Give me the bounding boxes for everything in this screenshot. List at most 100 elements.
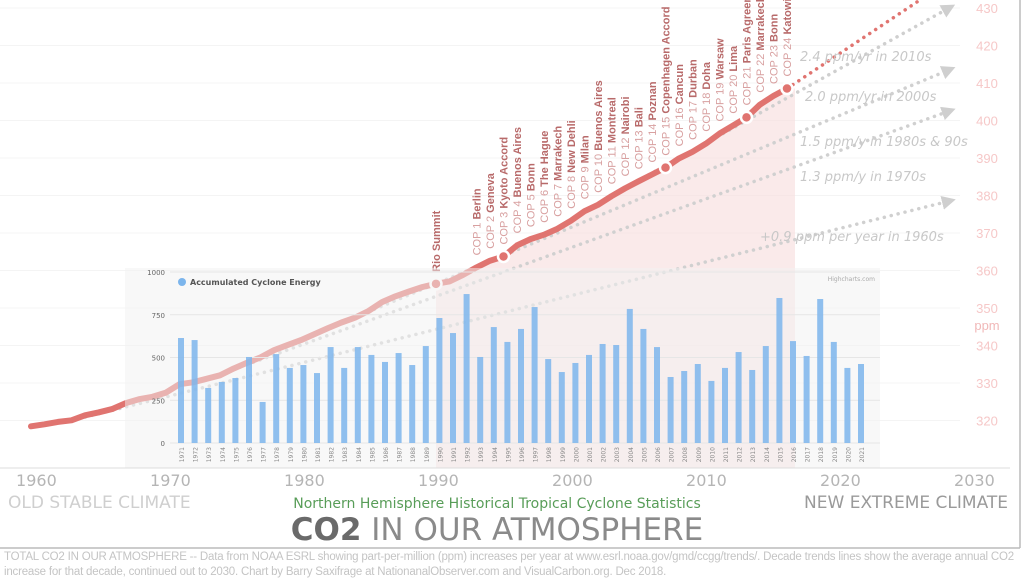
y-tick-label: 430 (976, 1, 998, 16)
cyclone-bar[interactable] (191, 340, 198, 443)
cyclone-bar[interactable] (640, 328, 647, 443)
cyclone-bar[interactable] (218, 381, 225, 443)
event-name: Kyoto Accord (499, 137, 511, 209)
bar-x-tick-label: 1979 (288, 447, 295, 462)
bar-x-tick-label: 2001 (587, 447, 594, 462)
credit-label[interactable]: Highcharts.com (828, 276, 875, 283)
cyclone-bar[interactable] (436, 317, 443, 443)
bar-x-tick-label: 1972 (193, 447, 200, 462)
y-tick-label: 370 (976, 226, 998, 241)
cyclone-bar[interactable] (232, 378, 239, 443)
bar-x-tick-label: 1983 (342, 447, 349, 462)
event-label: COP 2 Geneva (485, 172, 497, 249)
bar-x-tick-label: 1984 (356, 447, 363, 462)
cyclone-bar[interactable] (286, 367, 293, 443)
cyclone-bar[interactable] (341, 367, 348, 443)
bar-x-tick-label: 2002 (601, 447, 608, 462)
cyclone-bar[interactable] (246, 356, 252, 443)
cyclone-bar[interactable] (694, 363, 701, 443)
event-label: COP 9 Milan (580, 135, 592, 199)
cyclone-bar[interactable] (586, 354, 592, 443)
cyclone-bar[interactable] (708, 380, 715, 443)
event-name: Marrakech (553, 126, 565, 181)
bar-x-tick-label: 2009 (696, 447, 703, 462)
y-tick-label: 420 (976, 39, 998, 54)
cyclone-bar[interactable] (613, 345, 620, 443)
cyclone-bar[interactable] (354, 347, 361, 443)
cyclone-bar[interactable] (409, 365, 416, 443)
cyclone-bar[interactable] (490, 327, 497, 443)
cyclone-bar[interactable] (205, 387, 212, 443)
cyclone-bar[interactable] (762, 346, 769, 443)
cyclone-bar[interactable] (626, 308, 633, 443)
cyclone-bar[interactable] (259, 401, 266, 443)
event-name: Bonn (526, 163, 538, 191)
cyclone-bar[interactable] (572, 362, 579, 443)
cyclone-bar[interactable] (314, 373, 320, 443)
cyclone-bar[interactable] (722, 367, 728, 443)
event-name: Bonn (769, 14, 781, 42)
cyclone-chart-title: Northern Hemisphere Historical Tropical … (293, 496, 701, 512)
cyclone-bar[interactable] (422, 346, 429, 443)
bar-x-tick-label: 2019 (832, 447, 839, 462)
x-tick-label: 2030 (954, 471, 995, 490)
event-name: Buenos Aires (593, 80, 605, 151)
y-tick-label: 360 (976, 264, 998, 279)
new-climate-label: NEW EXTREME CLIMATE (804, 493, 1008, 513)
cyclone-bar[interactable] (395, 353, 402, 443)
event-name: Marrakech (755, 0, 767, 51)
cyclone-bar[interactable] (178, 338, 184, 443)
cyclone-bar[interactable] (518, 328, 524, 443)
cyclone-bar[interactable] (667, 376, 674, 443)
bar-x-tick-label: 2021 (859, 447, 866, 462)
event-number: COP 22 (755, 51, 767, 93)
cyclone-bar[interactable] (463, 294, 470, 443)
cyclone-bar[interactable] (504, 341, 511, 443)
cyclone-bar[interactable] (450, 333, 456, 443)
event-label: COP 18 Doha (701, 61, 713, 131)
bar-x-tick-label: 2007 (669, 447, 676, 462)
cyclone-bar[interactable] (844, 367, 851, 443)
event-number: COP 1 (472, 220, 484, 256)
cyclone-bar[interactable] (776, 297, 783, 443)
cyclone-bar[interactable] (817, 299, 824, 443)
cyclone-bar[interactable] (681, 371, 688, 443)
cyclone-bar[interactable] (749, 369, 756, 443)
cyclone-bar[interactable] (830, 341, 837, 443)
trend-label: +0.9 ppm per year in 1960s (760, 230, 944, 245)
bar-x-tick-label: 1982 (329, 447, 336, 462)
bar-x-tick-label: 1992 (465, 447, 472, 462)
cyclone-bar[interactable] (545, 359, 552, 443)
event-number: COP 7 (553, 181, 565, 217)
event-name: Paris Agreement (742, 0, 754, 63)
cyclone-bar[interactable] (654, 347, 660, 443)
cyclone-bar[interactable] (327, 347, 334, 443)
x-tick-label: 2020 (820, 471, 861, 490)
cyclone-bar[interactable] (599, 343, 606, 443)
cyclone-bar[interactable] (531, 307, 538, 443)
cyclone-bar[interactable] (477, 356, 484, 443)
cyclone-bar[interactable] (558, 372, 565, 443)
bar-x-tick-label: 1987 (397, 447, 404, 462)
legend-label[interactable]: Accumulated Cyclone Energy (190, 278, 322, 287)
cyclone-bar[interactable] (735, 352, 742, 443)
event-number: COP 12 (620, 134, 632, 176)
event-label: COP 4 Buenos Aires (512, 127, 524, 233)
event-number: COP 24 (782, 35, 794, 77)
bar-x-tick-label: 1980 (301, 447, 308, 462)
bar-x-tick-label: 2012 (737, 447, 744, 462)
cyclone-bar[interactable] (803, 355, 810, 443)
cyclone-bar[interactable] (368, 354, 375, 443)
cyclone-bar[interactable] (273, 354, 280, 443)
cyclone-bar[interactable] (790, 341, 796, 443)
bar-x-tick-label: 2004 (628, 447, 635, 462)
event-label: COP 6 The Hague (539, 131, 551, 223)
cyclone-bar[interactable] (382, 361, 388, 443)
bar-x-tick-label: 1991 (451, 447, 458, 462)
y-tick-label: 390 (976, 151, 998, 166)
cyclone-bar[interactable] (300, 365, 307, 443)
event-number: COP 6 (539, 187, 551, 223)
ppm-unit-label: ppm (974, 318, 999, 333)
cyclone-bar[interactable] (858, 363, 864, 443)
cyclone-chart: 0 250 500 750 1000 1971 1972 1973 1974 1975 1976 1… (125, 268, 880, 468)
